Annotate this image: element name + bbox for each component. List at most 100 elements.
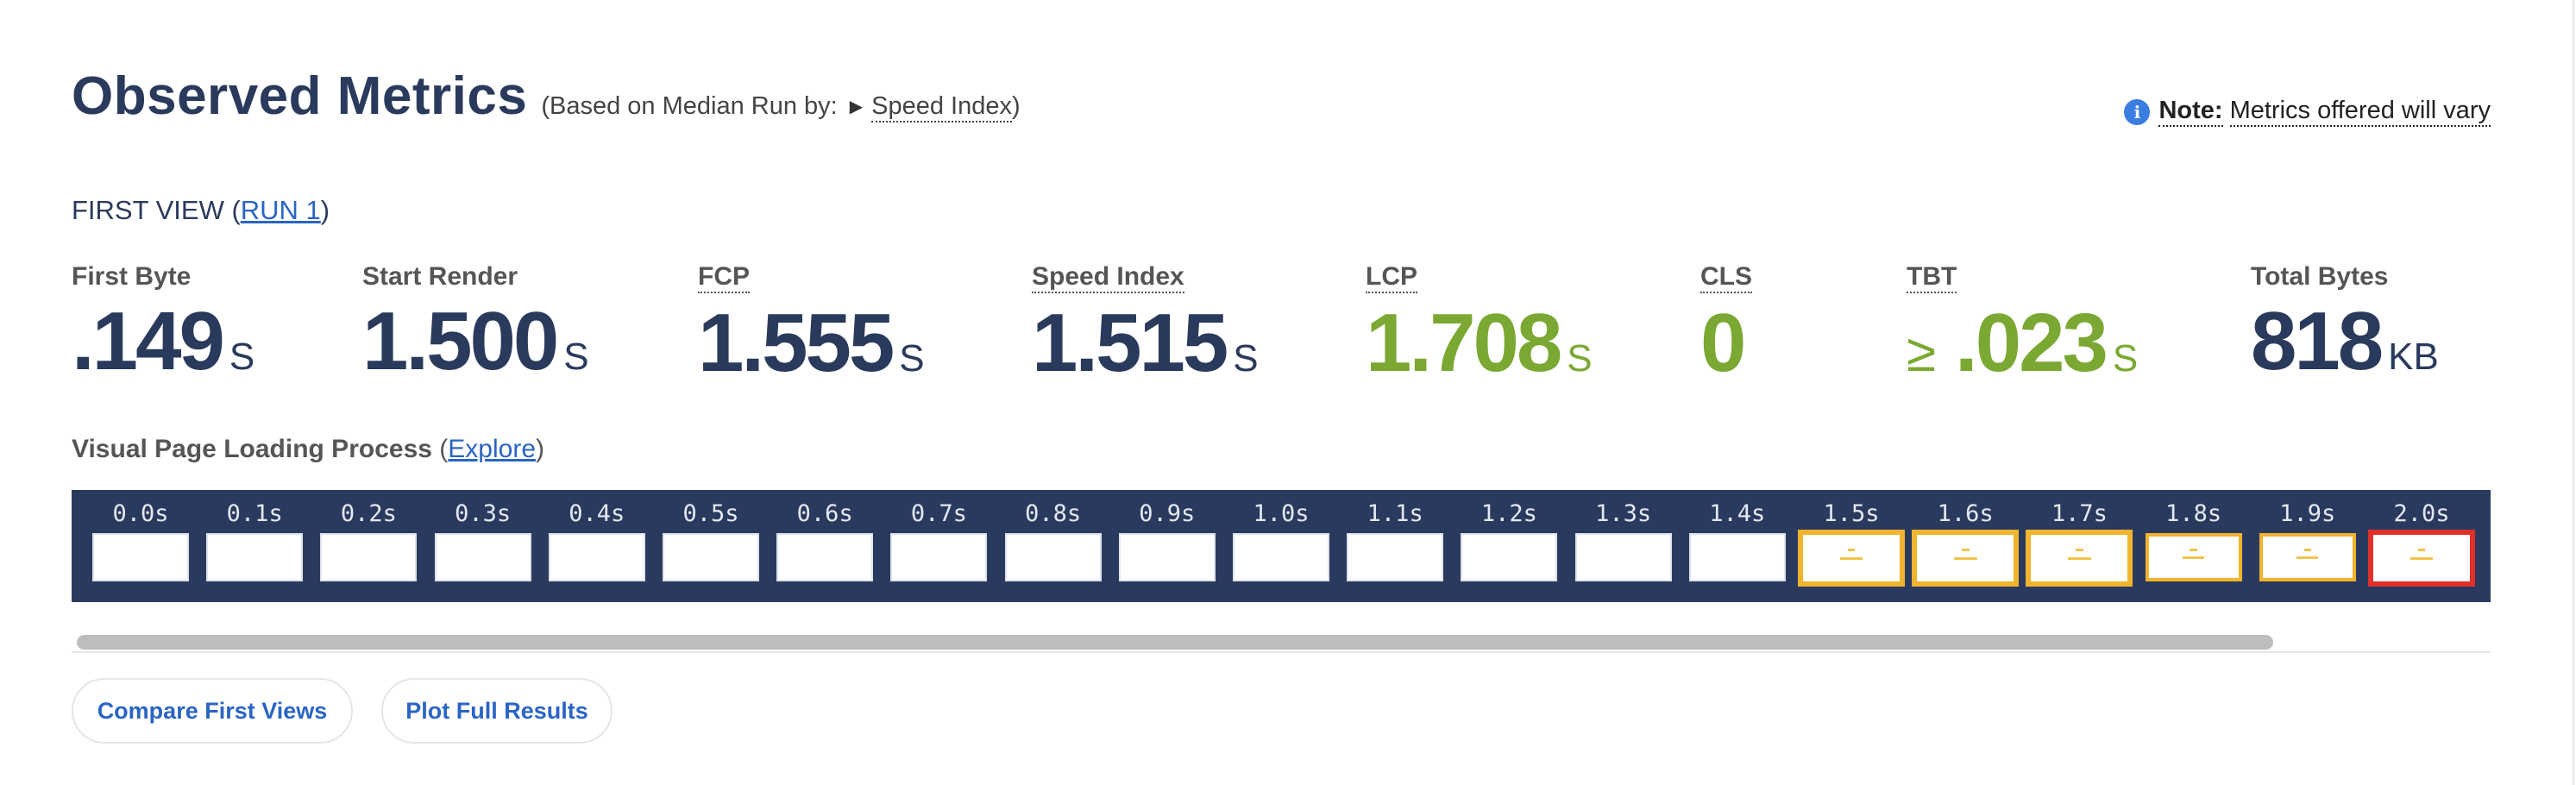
filmstrip-frame[interactable]: 2.0s xyxy=(2365,490,2479,602)
filmstrip-frame[interactable]: 0.0s xyxy=(84,490,198,602)
frame-thumbnail[interactable] xyxy=(1118,533,1216,581)
frame-time-label: 0.0s xyxy=(112,500,169,527)
metric-unit: KB xyxy=(2388,336,2439,378)
metric-number: 1.500 xyxy=(362,295,559,387)
metric-tbt: TBT ≥ .023 S xyxy=(1907,262,2138,385)
filmstrip-frame[interactable]: 1.7s xyxy=(2022,490,2136,602)
frame-thumbnail[interactable] xyxy=(2026,530,2133,587)
filmstrip-frame[interactable]: 0.9s xyxy=(1110,490,1224,602)
frame-thumbnail[interactable] xyxy=(2368,530,2475,587)
first-view-heading: FIRST VIEW (RUN 1) xyxy=(72,195,330,226)
metric-label[interactable]: FCP xyxy=(698,262,750,293)
frame-thumbnail[interactable] xyxy=(1912,530,2020,587)
disclosure-triangle-icon[interactable]: ▶ xyxy=(849,97,864,116)
frame-time-label: 1.5s xyxy=(1823,500,1880,527)
frame-time-label: 0.2s xyxy=(340,500,397,527)
frame-thumbnail[interactable] xyxy=(320,533,418,581)
frame-thumbnail[interactable] xyxy=(2145,533,2242,581)
frame-time-label: 1.1s xyxy=(1367,500,1423,527)
frame-time-label: 0.8s xyxy=(1025,500,1082,527)
observed-metrics-section: Observed Metrics (Based on Median Run by… xyxy=(72,0,2491,785)
metric-total-bytes: Total Bytes 818 KB xyxy=(2251,262,2439,383)
metric-label[interactable]: Speed Index xyxy=(1032,262,1184,293)
plot-full-results-button[interactable]: Plot Full Results xyxy=(381,678,613,744)
first-view-label: FIRST VIEW ( xyxy=(72,195,241,225)
filmstrip-frame[interactable]: 0.6s xyxy=(768,490,882,602)
filmstrip-frame[interactable]: 0.2s xyxy=(311,490,425,602)
explore-link[interactable]: Explore xyxy=(448,435,536,463)
frame-thumbnail[interactable] xyxy=(548,533,645,581)
frame-time-label: 1.8s xyxy=(2165,500,2222,527)
thumbnail-content-mark xyxy=(2183,556,2205,560)
based-on-prefix: (Based on Median Run by: xyxy=(541,92,838,120)
filmstrip-frame[interactable]: 1.9s xyxy=(2251,490,2365,602)
filmstrip-frame[interactable]: 1.6s xyxy=(1908,490,2022,602)
thumbnail-content-mark xyxy=(1961,549,1970,552)
filmstrip-frame[interactable]: 0.1s xyxy=(198,490,311,602)
run-1-link[interactable]: RUN 1 xyxy=(240,195,321,225)
frame-thumbnail[interactable] xyxy=(206,533,304,581)
filmstrip-frame[interactable]: 0.5s xyxy=(654,490,768,602)
metric-start-render: Start Render 1.500 S xyxy=(362,262,589,383)
frame-thumbnail[interactable] xyxy=(92,533,189,581)
frame-time-label: 1.4s xyxy=(1709,500,1766,527)
filmstrip-frame[interactable]: 1.4s xyxy=(1681,490,1794,602)
frame-thumbnail[interactable] xyxy=(1798,530,1905,587)
metric-label: First Byte xyxy=(72,262,192,291)
frame-thumbnail[interactable] xyxy=(1461,533,1558,581)
metric-value: 1.500 S xyxy=(362,300,589,383)
filmstrip-frame[interactable]: 1.1s xyxy=(1338,490,1452,602)
metrics-note[interactable]: i Note: Metrics offered will vary xyxy=(2124,97,2491,127)
frame-thumbnail[interactable] xyxy=(2259,533,2356,581)
frame-thumbnail[interactable] xyxy=(1004,533,1102,581)
filmstrip-frame[interactable]: 1.2s xyxy=(1452,490,1566,602)
frame-thumbnail[interactable] xyxy=(1347,533,1444,581)
filmstrip-frame[interactable]: 0.3s xyxy=(426,490,540,602)
filmstrip-frame[interactable]: 0.7s xyxy=(882,490,996,602)
frame-thumbnail[interactable] xyxy=(434,533,531,581)
frame-thumbnail[interactable] xyxy=(1233,533,1329,581)
metric-label[interactable]: LCP xyxy=(1366,262,1417,293)
median-run-selector[interactable]: (Based on Median Run by: ▶ Speed Index ) xyxy=(541,92,1021,122)
filmstrip-frame[interactable]: 1.3s xyxy=(1567,490,1681,602)
filmstrip-scroll-track[interactable] xyxy=(72,634,2491,653)
page-scrollbar[interactable] xyxy=(2573,0,2574,785)
visual-loading-label: Visual Page Loading Process xyxy=(72,435,432,463)
metric-label[interactable]: TBT xyxy=(1907,262,1957,293)
frame-thumbnail[interactable] xyxy=(776,533,874,581)
metric-unit: S xyxy=(899,337,925,380)
frame-time-label: 1.7s xyxy=(2051,500,2108,527)
frame-thumbnail[interactable] xyxy=(890,533,988,581)
metric-fcp: FCP 1.555 S xyxy=(698,262,925,385)
metric-number: .023 xyxy=(1955,297,2108,389)
filmstrip-frame[interactable]: 0.4s xyxy=(540,490,654,602)
filmstrip-frame[interactable]: 1.0s xyxy=(1224,490,1338,602)
note-label: Note: xyxy=(2158,97,2223,127)
metric-value: 1.555 S xyxy=(698,302,925,385)
frame-time-label: 0.7s xyxy=(910,500,967,527)
compare-first-views-button[interactable]: Compare First Views xyxy=(72,678,353,744)
thumbnail-content-mark xyxy=(2067,556,2091,560)
metric-value: 0 xyxy=(1700,302,1752,385)
metric-number: 0 xyxy=(1700,297,1746,389)
metric-value: 818 KB xyxy=(2251,300,2439,383)
metric-number: .149 xyxy=(72,295,225,387)
explore-open: ( xyxy=(439,435,449,463)
filmstrip-frame[interactable]: 0.8s xyxy=(996,490,1110,602)
median-metric-value[interactable]: Speed Index xyxy=(871,92,1012,122)
metric-first-byte: First Byte .149 S xyxy=(72,262,254,383)
frame-time-label: 1.0s xyxy=(1253,500,1310,527)
filmstrip-scroll-thumb[interactable] xyxy=(77,635,2273,650)
info-icon: i xyxy=(2124,98,2151,125)
filmstrip-frame[interactable]: 1.5s xyxy=(1794,490,1908,602)
filmstrip[interactable]: 0.0s 0.1s 0.2s 0.3s 0.4s 0.5s 0.6s 0.7s 0.8s 0.9s… xyxy=(72,490,2491,602)
metric-label[interactable]: CLS xyxy=(1700,262,1752,293)
frame-thumbnail[interactable] xyxy=(663,533,759,581)
frame-time-label: 0.5s xyxy=(682,500,739,527)
frame-thumbnail[interactable] xyxy=(1574,533,1672,581)
filmstrip-frame[interactable]: 1.8s xyxy=(2137,490,2251,602)
metric-cls: CLS 0 xyxy=(1700,262,1752,385)
metric-value: 1.515 S xyxy=(1032,302,1259,385)
frame-thumbnail[interactable] xyxy=(1688,533,1786,581)
metric-unit: S xyxy=(229,336,255,378)
